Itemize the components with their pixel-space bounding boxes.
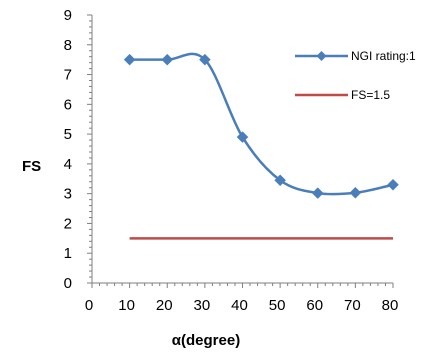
y-tick-label: 6 xyxy=(64,96,72,113)
y-tick-label: 8 xyxy=(64,37,72,54)
y-axis-title: FS xyxy=(22,158,41,175)
chart-legend: NGI rating:1 FS=1.5 xyxy=(295,49,416,102)
x-tick-label: 10 xyxy=(118,297,135,314)
y-tick-label: 3 xyxy=(64,186,72,203)
legend-marker xyxy=(316,51,327,61)
data-point-marker xyxy=(387,178,399,191)
y-tick-label: 0 xyxy=(64,275,72,292)
chart-series xyxy=(123,52,399,240)
legend-label-1: NGI rating:1 xyxy=(351,49,416,63)
data-point-marker xyxy=(349,186,362,199)
y-tick-label: 2 xyxy=(64,215,72,232)
x-axis-title: α(degree) xyxy=(172,332,240,349)
y-tick-label: 9 xyxy=(64,7,72,24)
data-point-marker xyxy=(311,187,324,199)
y-tick-label: 4 xyxy=(64,156,72,173)
x-tick-label: 40 xyxy=(231,297,248,314)
y-tick-label: 7 xyxy=(64,67,72,84)
x-tick-label: 60 xyxy=(306,297,323,314)
chart-axes: 0 1 2 3 4 5 6 7 8 9 0 10 20 30 40 50 60 70 80 xyxy=(64,7,399,314)
x-tick-label: 50 xyxy=(269,297,286,314)
y-tick-label: 1 xyxy=(64,245,72,262)
data-point-marker xyxy=(236,131,249,143)
x-tick-label: 20 xyxy=(156,297,173,314)
y-tick-label: 5 xyxy=(64,126,72,143)
x-tick-label: 80 xyxy=(382,297,399,314)
legend-label-2: FS=1.5 xyxy=(351,88,390,102)
data-point-marker xyxy=(161,53,174,66)
x-tick-label: 70 xyxy=(344,297,361,314)
series-line-1 xyxy=(129,52,394,196)
data-point-marker xyxy=(123,53,136,66)
x-tick-label: 30 xyxy=(194,297,211,314)
x-tick-label: 0 xyxy=(85,297,93,314)
data-point-marker xyxy=(274,174,286,187)
data-point-marker xyxy=(199,53,211,66)
